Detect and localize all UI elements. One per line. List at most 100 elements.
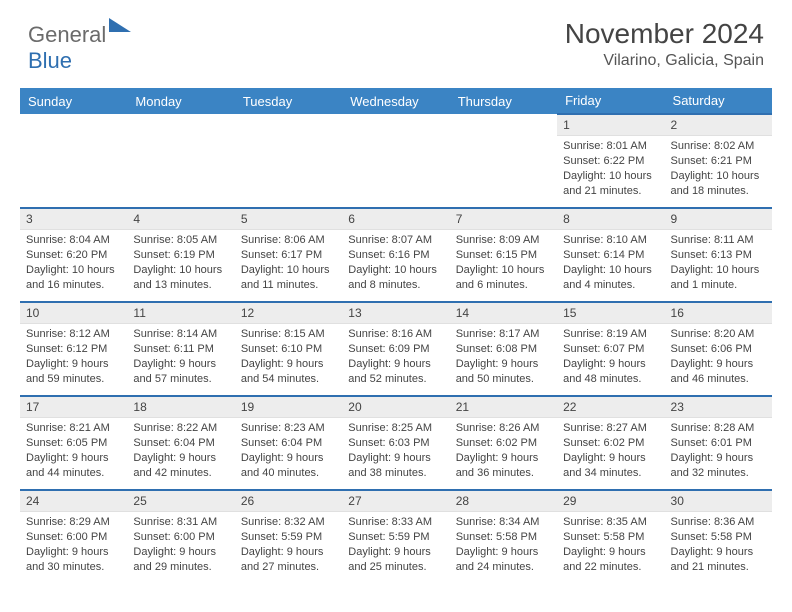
day-number: 2 bbox=[665, 115, 772, 136]
day-content: Sunrise: 8:02 AMSunset: 6:21 PMDaylight:… bbox=[665, 136, 772, 204]
calendar-week-row: 3Sunrise: 8:04 AMSunset: 6:20 PMDaylight… bbox=[20, 208, 772, 302]
day-cell: 25Sunrise: 8:31 AMSunset: 6:00 PMDayligh… bbox=[127, 490, 234, 584]
day-cell: 17Sunrise: 8:21 AMSunset: 6:05 PMDayligh… bbox=[20, 396, 127, 490]
weekday-header: Tuesday bbox=[235, 88, 342, 114]
weekday-header: Friday bbox=[557, 88, 664, 114]
day-content: Sunrise: 8:12 AMSunset: 6:12 PMDaylight:… bbox=[20, 324, 127, 392]
day-number: 6 bbox=[342, 209, 449, 230]
empty-day-cell bbox=[450, 114, 557, 208]
empty-day-cell bbox=[342, 114, 449, 208]
day-number: 9 bbox=[665, 209, 772, 230]
calendar-week-row: 24Sunrise: 8:29 AMSunset: 6:00 PMDayligh… bbox=[20, 490, 772, 584]
calendar-week-row: 17Sunrise: 8:21 AMSunset: 6:05 PMDayligh… bbox=[20, 396, 772, 490]
day-cell: 12Sunrise: 8:15 AMSunset: 6:10 PMDayligh… bbox=[235, 302, 342, 396]
day-number: 15 bbox=[557, 303, 664, 324]
day-cell: 8Sunrise: 8:10 AMSunset: 6:14 PMDaylight… bbox=[557, 208, 664, 302]
day-number: 17 bbox=[20, 397, 127, 418]
day-number: 14 bbox=[450, 303, 557, 324]
day-number: 1 bbox=[557, 115, 664, 136]
day-number: 18 bbox=[127, 397, 234, 418]
day-cell: 2Sunrise: 8:02 AMSunset: 6:21 PMDaylight… bbox=[665, 114, 772, 208]
day-content: Sunrise: 8:29 AMSunset: 6:00 PMDaylight:… bbox=[20, 512, 127, 580]
day-number: 19 bbox=[235, 397, 342, 418]
day-cell: 18Sunrise: 8:22 AMSunset: 6:04 PMDayligh… bbox=[127, 396, 234, 490]
day-content: Sunrise: 8:09 AMSunset: 6:15 PMDaylight:… bbox=[450, 230, 557, 298]
day-number: 3 bbox=[20, 209, 127, 230]
day-cell: 27Sunrise: 8:33 AMSunset: 5:59 PMDayligh… bbox=[342, 490, 449, 584]
weekday-row: SundayMondayTuesdayWednesdayThursdayFrid… bbox=[20, 88, 772, 114]
day-number: 23 bbox=[665, 397, 772, 418]
logo-triangle-icon bbox=[109, 18, 131, 32]
day-number: 29 bbox=[557, 491, 664, 512]
day-content: Sunrise: 8:06 AMSunset: 6:17 PMDaylight:… bbox=[235, 230, 342, 298]
day-content: Sunrise: 8:33 AMSunset: 5:59 PMDaylight:… bbox=[342, 512, 449, 580]
day-content: Sunrise: 8:22 AMSunset: 6:04 PMDaylight:… bbox=[127, 418, 234, 486]
calendar-head: SundayMondayTuesdayWednesdayThursdayFrid… bbox=[20, 88, 772, 114]
day-cell: 11Sunrise: 8:14 AMSunset: 6:11 PMDayligh… bbox=[127, 302, 234, 396]
day-number: 30 bbox=[665, 491, 772, 512]
day-content: Sunrise: 8:15 AMSunset: 6:10 PMDaylight:… bbox=[235, 324, 342, 392]
weekday-header: Wednesday bbox=[342, 88, 449, 114]
logo-text-blue: Blue bbox=[28, 48, 72, 73]
day-cell: 14Sunrise: 8:17 AMSunset: 6:08 PMDayligh… bbox=[450, 302, 557, 396]
day-number: 27 bbox=[342, 491, 449, 512]
weekday-header: Thursday bbox=[450, 88, 557, 114]
day-cell: 4Sunrise: 8:05 AMSunset: 6:19 PMDaylight… bbox=[127, 208, 234, 302]
day-cell: 13Sunrise: 8:16 AMSunset: 6:09 PMDayligh… bbox=[342, 302, 449, 396]
day-content: Sunrise: 8:01 AMSunset: 6:22 PMDaylight:… bbox=[557, 136, 664, 204]
day-cell: 7Sunrise: 8:09 AMSunset: 6:15 PMDaylight… bbox=[450, 208, 557, 302]
day-content: Sunrise: 8:26 AMSunset: 6:02 PMDaylight:… bbox=[450, 418, 557, 486]
page-header: General Blue November 2024 Vilarino, Gal… bbox=[0, 0, 792, 82]
day-number: 20 bbox=[342, 397, 449, 418]
empty-day-cell bbox=[235, 114, 342, 208]
day-cell: 5Sunrise: 8:06 AMSunset: 6:17 PMDaylight… bbox=[235, 208, 342, 302]
day-number: 24 bbox=[20, 491, 127, 512]
calendar-week-row: 1Sunrise: 8:01 AMSunset: 6:22 PMDaylight… bbox=[20, 114, 772, 208]
day-content: Sunrise: 8:31 AMSunset: 6:00 PMDaylight:… bbox=[127, 512, 234, 580]
day-number: 25 bbox=[127, 491, 234, 512]
day-number: 10 bbox=[20, 303, 127, 324]
day-number: 22 bbox=[557, 397, 664, 418]
day-content: Sunrise: 8:07 AMSunset: 6:16 PMDaylight:… bbox=[342, 230, 449, 298]
day-number: 5 bbox=[235, 209, 342, 230]
day-content: Sunrise: 8:20 AMSunset: 6:06 PMDaylight:… bbox=[665, 324, 772, 392]
day-cell: 23Sunrise: 8:28 AMSunset: 6:01 PMDayligh… bbox=[665, 396, 772, 490]
day-number: 7 bbox=[450, 209, 557, 230]
empty-day-cell bbox=[127, 114, 234, 208]
logo-text-general: General bbox=[28, 22, 106, 47]
weekday-header: Monday bbox=[127, 88, 234, 114]
day-content: Sunrise: 8:35 AMSunset: 5:58 PMDaylight:… bbox=[557, 512, 664, 580]
day-cell: 24Sunrise: 8:29 AMSunset: 6:00 PMDayligh… bbox=[20, 490, 127, 584]
month-title: November 2024 bbox=[565, 18, 764, 50]
day-number: 8 bbox=[557, 209, 664, 230]
day-content: Sunrise: 8:36 AMSunset: 5:58 PMDaylight:… bbox=[665, 512, 772, 580]
day-content: Sunrise: 8:19 AMSunset: 6:07 PMDaylight:… bbox=[557, 324, 664, 392]
day-content: Sunrise: 8:10 AMSunset: 6:14 PMDaylight:… bbox=[557, 230, 664, 298]
day-cell: 28Sunrise: 8:34 AMSunset: 5:58 PMDayligh… bbox=[450, 490, 557, 584]
day-content: Sunrise: 8:11 AMSunset: 6:13 PMDaylight:… bbox=[665, 230, 772, 298]
weekday-header: Sunday bbox=[20, 88, 127, 114]
day-content: Sunrise: 8:16 AMSunset: 6:09 PMDaylight:… bbox=[342, 324, 449, 392]
weekday-header: Saturday bbox=[665, 88, 772, 114]
day-number: 16 bbox=[665, 303, 772, 324]
day-content: Sunrise: 8:14 AMSunset: 6:11 PMDaylight:… bbox=[127, 324, 234, 392]
day-content: Sunrise: 8:32 AMSunset: 5:59 PMDaylight:… bbox=[235, 512, 342, 580]
day-cell: 10Sunrise: 8:12 AMSunset: 6:12 PMDayligh… bbox=[20, 302, 127, 396]
day-cell: 30Sunrise: 8:36 AMSunset: 5:58 PMDayligh… bbox=[665, 490, 772, 584]
calendar-table: SundayMondayTuesdayWednesdayThursdayFrid… bbox=[20, 88, 772, 584]
day-number: 12 bbox=[235, 303, 342, 324]
day-cell: 19Sunrise: 8:23 AMSunset: 6:04 PMDayligh… bbox=[235, 396, 342, 490]
brand-logo: General Blue bbox=[28, 18, 131, 74]
day-cell: 15Sunrise: 8:19 AMSunset: 6:07 PMDayligh… bbox=[557, 302, 664, 396]
day-cell: 16Sunrise: 8:20 AMSunset: 6:06 PMDayligh… bbox=[665, 302, 772, 396]
location-label: Vilarino, Galicia, Spain bbox=[565, 52, 764, 70]
day-cell: 3Sunrise: 8:04 AMSunset: 6:20 PMDaylight… bbox=[20, 208, 127, 302]
calendar-week-row: 10Sunrise: 8:12 AMSunset: 6:12 PMDayligh… bbox=[20, 302, 772, 396]
day-number: 21 bbox=[450, 397, 557, 418]
day-cell: 29Sunrise: 8:35 AMSunset: 5:58 PMDayligh… bbox=[557, 490, 664, 584]
title-block: November 2024 Vilarino, Galicia, Spain bbox=[565, 18, 764, 70]
day-content: Sunrise: 8:23 AMSunset: 6:04 PMDaylight:… bbox=[235, 418, 342, 486]
day-content: Sunrise: 8:34 AMSunset: 5:58 PMDaylight:… bbox=[450, 512, 557, 580]
day-number: 11 bbox=[127, 303, 234, 324]
empty-day-cell bbox=[20, 114, 127, 208]
